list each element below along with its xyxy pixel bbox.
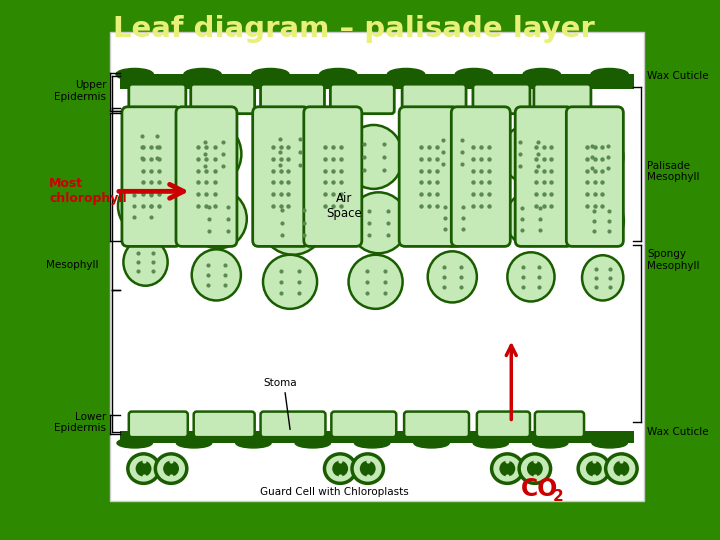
Text: Most
chlorophyll: Most chlorophyll — [49, 177, 127, 205]
FancyBboxPatch shape — [451, 107, 510, 246]
Ellipse shape — [614, 462, 629, 476]
FancyBboxPatch shape — [477, 411, 530, 437]
Ellipse shape — [354, 438, 390, 448]
Text: Lower
Epidermis: Lower Epidermis — [54, 411, 106, 433]
FancyBboxPatch shape — [191, 84, 255, 113]
Ellipse shape — [176, 438, 212, 448]
Ellipse shape — [116, 69, 153, 80]
Bar — [120, 431, 634, 443]
Ellipse shape — [587, 462, 600, 476]
FancyBboxPatch shape — [567, 107, 624, 246]
Ellipse shape — [184, 69, 221, 80]
Text: Wax Cuticle: Wax Cuticle — [647, 427, 708, 437]
Ellipse shape — [117, 438, 153, 448]
Ellipse shape — [137, 462, 150, 476]
FancyBboxPatch shape — [473, 84, 530, 113]
Ellipse shape — [164, 462, 178, 476]
FancyBboxPatch shape — [402, 84, 466, 113]
Text: Spongy
Mesophyll: Spongy Mesophyll — [647, 249, 699, 271]
Text: Air
Space: Air Space — [326, 192, 362, 220]
Ellipse shape — [187, 124, 241, 185]
Text: Palisade
Mesophyll: Palisade Mesophyll — [647, 161, 699, 183]
Ellipse shape — [344, 125, 403, 189]
Ellipse shape — [192, 249, 241, 300]
Ellipse shape — [252, 69, 289, 80]
Ellipse shape — [505, 192, 557, 246]
FancyBboxPatch shape — [122, 107, 181, 246]
Ellipse shape — [576, 130, 624, 184]
Ellipse shape — [473, 438, 508, 448]
Ellipse shape — [361, 462, 374, 476]
Bar — [120, 80, 634, 89]
Text: CO: CO — [521, 477, 559, 501]
FancyBboxPatch shape — [404, 411, 469, 437]
Text: Wax Cuticle: Wax Cuticle — [647, 71, 708, 82]
Text: 2: 2 — [552, 489, 563, 504]
Ellipse shape — [387, 69, 425, 80]
FancyBboxPatch shape — [261, 84, 325, 113]
Ellipse shape — [492, 454, 523, 483]
Ellipse shape — [348, 255, 402, 309]
FancyBboxPatch shape — [330, 84, 395, 113]
FancyBboxPatch shape — [304, 107, 362, 246]
Ellipse shape — [528, 462, 541, 476]
Ellipse shape — [427, 190, 481, 246]
Ellipse shape — [261, 191, 325, 255]
Ellipse shape — [260, 119, 320, 185]
Text: Leaf diagram – palisade layer: Leaf diagram – palisade layer — [113, 15, 595, 43]
Ellipse shape — [578, 454, 610, 483]
FancyBboxPatch shape — [129, 411, 188, 437]
Bar — [110, 32, 644, 501]
Ellipse shape — [128, 454, 159, 483]
FancyBboxPatch shape — [261, 411, 325, 437]
Text: Stoma: Stoma — [264, 378, 297, 388]
FancyBboxPatch shape — [176, 107, 237, 246]
Ellipse shape — [156, 454, 186, 483]
Ellipse shape — [352, 454, 384, 483]
FancyBboxPatch shape — [129, 84, 186, 113]
Ellipse shape — [455, 69, 492, 80]
Ellipse shape — [582, 255, 624, 300]
Ellipse shape — [190, 190, 247, 248]
Ellipse shape — [592, 438, 627, 448]
Ellipse shape — [519, 454, 551, 483]
Ellipse shape — [502, 125, 556, 184]
FancyBboxPatch shape — [534, 84, 591, 113]
Ellipse shape — [424, 122, 481, 183]
Ellipse shape — [295, 438, 330, 448]
Ellipse shape — [263, 255, 317, 309]
FancyBboxPatch shape — [253, 107, 309, 246]
Ellipse shape — [580, 196, 624, 245]
Ellipse shape — [118, 179, 167, 233]
Text: Upper
Epidermis: Upper Epidermis — [54, 80, 106, 102]
Bar — [120, 75, 634, 88]
Ellipse shape — [606, 454, 637, 483]
Ellipse shape — [127, 120, 171, 174]
Ellipse shape — [320, 69, 357, 80]
Ellipse shape — [533, 438, 568, 448]
Ellipse shape — [414, 438, 449, 448]
Ellipse shape — [523, 69, 560, 80]
Text: Mesophyll: Mesophyll — [46, 260, 99, 270]
Ellipse shape — [123, 239, 168, 286]
FancyBboxPatch shape — [516, 107, 572, 246]
Ellipse shape — [333, 462, 347, 476]
FancyBboxPatch shape — [194, 411, 255, 437]
FancyBboxPatch shape — [399, 107, 458, 246]
Text: Guard Cell with Chloroplasts: Guard Cell with Chloroplasts — [260, 487, 409, 497]
Ellipse shape — [325, 454, 356, 483]
Ellipse shape — [500, 462, 514, 476]
Ellipse shape — [508, 252, 554, 301]
FancyBboxPatch shape — [331, 411, 396, 437]
Ellipse shape — [428, 251, 477, 302]
Ellipse shape — [349, 192, 408, 253]
Ellipse shape — [235, 438, 271, 448]
Ellipse shape — [591, 69, 629, 80]
FancyBboxPatch shape — [535, 411, 584, 437]
